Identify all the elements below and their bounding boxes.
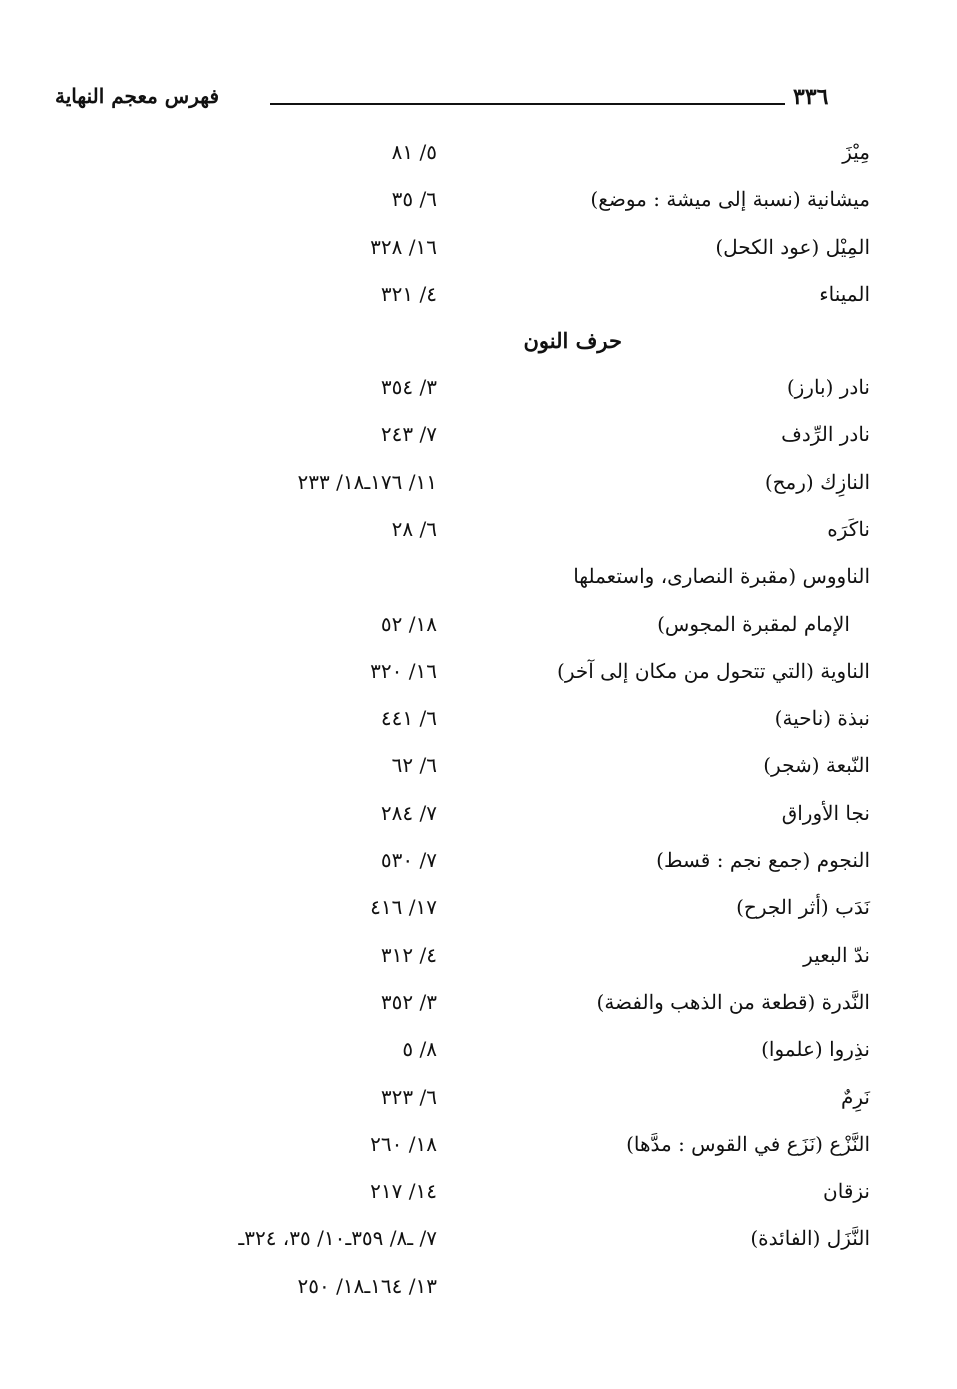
entry-reference: ٥/ ٨١: [391, 140, 437, 164]
index-entry: نَرِمٌ ٦/ ٣٢٣: [0, 1085, 957, 1125]
index-entry: الميناء ٤/ ٣٢١: [0, 282, 957, 322]
entry-term: نَدَب (أثر الجرح): [736, 895, 870, 920]
index-entry: نجا الأوراق ٧/ ٢٨٤: [0, 801, 957, 841]
entry-reference: ١١/ ١٧٦ـ١٨/ ٢٣٣: [297, 469, 437, 494]
index-entry: النّبعة (شجر) ٦/ ٦٢: [0, 753, 957, 793]
index-entry: نادر (بارز) ٣/ ٣٥٤: [0, 375, 957, 415]
entry-term: نادر (بارز): [786, 375, 870, 399]
entry-term: ميشانية (نسبة إلى ميشة : موضع): [590, 187, 870, 212]
running-header: فهرس معجم النهاية ٣٣٦: [55, 84, 875, 118]
entry-term: النَّزْع (نَزَع في القوس : مدَّها): [626, 1131, 870, 1156]
index-entry: نادر الرِّدف ٧/ ٢٤٣: [0, 422, 957, 462]
index-entry: نزقان ١٤/ ٢١٧: [0, 1179, 957, 1219]
index-entry: الناوية (التي تتحول من مكان إلى آخر) ١٦/ …: [0, 659, 957, 699]
entry-reference: ١٦/ ٣٢٠: [370, 658, 437, 683]
entry-reference: ١٨/ ٥٢: [380, 611, 437, 636]
entry-reference: ١٦/ ٣٢٨: [370, 234, 437, 259]
index-entry: النَّزَل (الفائدة) ٧/ ـ٨/ ٣٥٩ـ١٠/ ٣٥، ٣٢٤…: [0, 1226, 957, 1266]
entry-reference: ٨/ ٥: [402, 1037, 437, 1062]
entry-term: النَّزَل (الفائدة): [750, 1226, 870, 1251]
entry-term: نبذة (ناحية): [774, 706, 870, 731]
entry-reference: ٦/ ٣٢٣: [380, 1084, 437, 1109]
index-entry: الإمام لمقبرة المجوس) ١٨/ ٥٢: [0, 612, 957, 652]
entry-reference: ٤/ ٣١٢: [380, 942, 437, 967]
entry-term: النازِك (رمح): [764, 469, 870, 494]
entry-term: نادر الرِّدف: [781, 422, 870, 447]
entry-term: الناووس (مقبرة النصارى، واستعملها: [573, 564, 870, 589]
entry-term: النّبعة (شجر): [763, 753, 870, 778]
index-entry: ناكَرَه ٦/ ٢٨: [0, 517, 957, 557]
index-entry: المِيْل (عود الكحل) ١٦/ ٣٢٨: [0, 235, 957, 275]
entry-reference: ٣/ ٣٥٢: [380, 989, 437, 1014]
entry-reference: ٦/ ٦٢: [391, 753, 437, 778]
entry-term: المِيْل (عود الكحل): [715, 234, 870, 259]
index-entry: النَّدرة (قطعة من الذهب والفضة) ٣/ ٣٥٢: [0, 990, 957, 1030]
entry-term: نذِروا (علموا): [761, 1037, 870, 1062]
entry-term: ناكَرَه: [827, 516, 870, 541]
entry-reference: ٧/ ـ٨/ ٣٥٩ـ١٠/ ٣٥، ٣٢٤ـ: [238, 1226, 437, 1251]
index-entry: نذِروا (علموا) ٨/ ٥: [0, 1037, 957, 1077]
entry-term: ندّ البعير: [803, 942, 870, 967]
entry-reference: ٧/ ٥٣٠: [380, 848, 437, 872]
entry-term: مِيْزَ: [842, 140, 870, 164]
entry-reference: ١٨/ ٢٦٠: [370, 1131, 437, 1156]
entry-term: نزقان: [823, 1179, 870, 1204]
index-entry: ندّ البعير ٤/ ٣١٢: [0, 943, 957, 983]
entry-reference: ١٤/ ٢١٧: [370, 1179, 437, 1204]
entry-reference: ٤/ ٣٢١: [380, 281, 437, 306]
entry-term: الميناء: [819, 281, 870, 306]
header-title: فهرس معجم النهاية: [55, 84, 220, 108]
entry-term: الناوية (التي تتحول من مكان إلى آخر): [557, 658, 870, 683]
entry-reference: ٦/ ٢٨: [391, 516, 437, 541]
entry-reference: ٦/ ٣٥: [391, 187, 437, 212]
index-entry: نَدَب (أثر الجرح) ١٧/ ٤١٦: [0, 895, 957, 935]
entry-term: نَرِمٌ: [841, 1084, 870, 1109]
section-heading: حرف النون: [523, 328, 623, 353]
entry-reference: ١٣/ ١٦٤ـ١٨/ ٢٥٠: [297, 1273, 437, 1298]
header-rule: [270, 103, 785, 105]
index-entry: النجوم (جمع نجم : قسط) ٧/ ٥٣٠: [0, 848, 957, 888]
index-entry: الناووس (مقبرة النصارى، واستعملها: [0, 564, 957, 604]
entry-reference: ٣/ ٣٥٤: [380, 375, 437, 399]
entry-term: نجا الأوراق: [781, 800, 870, 825]
entry-reference: ٧/ ٢٨٤: [380, 800, 437, 825]
entry-reference: ١٧/ ٤١٦: [370, 895, 437, 920]
index-entry: مِيْزَ ٥/ ٨١: [0, 140, 957, 180]
index-entry: نبذة (ناحية) ٦/ ٤٤١: [0, 706, 957, 746]
index-entry: ١٣/ ١٦٤ـ١٨/ ٢٥٠: [0, 1274, 957, 1314]
entry-reference: ٧/ ٢٤٣: [380, 422, 437, 447]
entry-term: الإمام لمقبرة المجوس): [657, 611, 850, 636]
index-entry: النَّزْع (نَزَع في القوس : مدَّها) ١٨/ ٢٦…: [0, 1132, 957, 1172]
entry-reference: ٦/ ٤٤١: [380, 706, 437, 731]
page-number: ٣٣٦: [793, 84, 829, 110]
entry-term: النَّدرة (قطعة من الذهب والفضة): [596, 989, 870, 1014]
entry-term: النجوم (جمع نجم : قسط): [656, 848, 870, 872]
index-entry: النازِك (رمح) ١١/ ١٧٦ـ١٨/ ٢٣٣: [0, 470, 957, 510]
section-heading-row: حرف النون: [0, 328, 957, 368]
index-entry: ميشانية (نسبة إلى ميشة : موضع) ٦/ ٣٥: [0, 187, 957, 227]
